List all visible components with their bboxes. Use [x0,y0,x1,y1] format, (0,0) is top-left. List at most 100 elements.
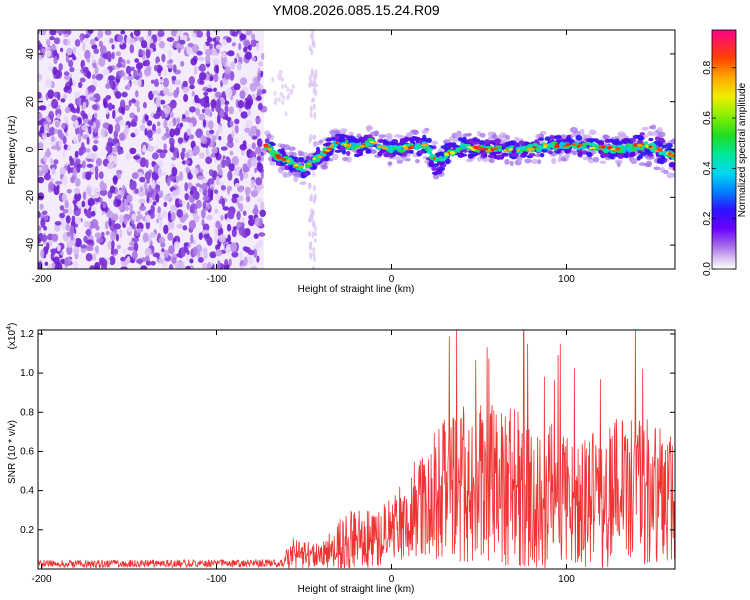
snr-ytick-label: 1.0 [20,368,34,379]
noise-blob [147,145,155,152]
noise-blob [180,152,186,157]
noise-blob [38,91,42,99]
noise-blob [179,39,186,45]
noise-streak-blob [312,103,316,110]
ridge-core-blob [312,159,317,163]
snr-xtick-label: -100 [206,574,226,585]
noise-blob [178,264,186,269]
noise-blob [198,232,203,240]
noise-blob [136,62,144,70]
ridge-body-blob [622,137,630,144]
noise-blob [224,66,231,75]
noise-blob [216,98,221,108]
noise-blob [109,185,116,194]
snr-multiplier: (x104) [6,323,18,350]
noise-speck [284,111,288,117]
noise-blob [73,136,77,144]
noise-blob [120,266,128,269]
noise-blob [208,169,214,177]
ridge-halo-blob [645,155,653,160]
noise-blob [208,187,211,196]
ridge-core-blob [520,148,525,152]
snr-ytick-label: 0.8 [20,407,34,418]
noise-blob [49,126,56,136]
noise-blob [53,37,61,45]
noise-blob [142,232,149,243]
noise-blob [200,135,206,144]
ridge-peak-blob [345,144,351,147]
ridge-core-blob [591,142,596,147]
noise-blob [111,51,115,60]
noise-blob [66,231,71,237]
noise-blob [77,133,82,143]
noise-blob [138,48,143,57]
ridge-body-blob [444,143,449,147]
noise-blob [126,59,131,65]
ridge-body-blob [431,166,437,171]
colorbar-tick-label: 0.6 [702,111,713,125]
ridge-halo-blob [518,157,523,162]
noise-blob [247,44,252,51]
ridge-body-blob [428,160,435,166]
noise-blob [159,220,163,231]
ridge-halo-blob [648,125,654,129]
noise-blob [151,179,156,189]
noise-blob [107,137,113,144]
ridge-core-blob [439,155,443,159]
noise-blob [248,218,255,227]
noise-blob [166,92,174,97]
noise-blob [226,223,232,232]
noise-blob [98,57,106,67]
ridge-halo-blob [572,150,577,156]
ridge-peak-blob [293,164,299,167]
noise-blob [55,180,63,185]
ridge-body-blob [358,136,364,142]
noise-blob [40,218,46,228]
ridge-body-blob [322,143,328,147]
noise-blob [109,255,116,266]
noise-blob [162,209,167,218]
noise-blob [215,193,221,201]
ridge-halo-blob [396,159,403,164]
ridge-body-blob [544,136,551,141]
ridge-body-blob [597,140,605,147]
noise-blob [129,203,133,212]
noise-blob [50,136,56,142]
noise-blob [201,219,205,227]
noise-blob [59,205,65,211]
noise-blob [104,30,112,36]
noise-blob [116,198,122,207]
noise-blob [209,129,215,135]
noise-blob [117,34,124,43]
ridge-body-blob [600,152,606,158]
noise-blob [184,110,190,117]
noise-blob [152,123,156,132]
ridge-peak-blob [369,140,374,144]
noise-blob [145,159,149,169]
noise-blob [104,220,109,230]
ridge-peak-blob [381,146,388,150]
noise-blob [82,101,87,108]
ridge-halo-blob [378,134,387,139]
noise-blob [251,142,256,150]
noise-blob [129,112,136,119]
ridge-body-blob [380,149,386,154]
noise-speck [273,90,277,96]
noise-blob [63,38,68,46]
noise-blob [231,251,239,258]
noise-blob [88,96,97,101]
noise-blob [40,47,45,58]
ridge-core-blob [581,142,587,146]
noise-blob [255,177,263,186]
noise-blob [255,129,261,138]
noise-blob [237,100,245,109]
ridge-peak-blob [407,146,413,150]
noise-blob [184,193,189,201]
spectrogram-ytick-label: 0 [25,146,36,152]
noise-blob [134,75,140,81]
spectrogram-xtick-label: -200 [31,274,51,285]
noise-blob [139,157,147,168]
noise-blob [158,41,165,49]
noise-blob [220,214,224,221]
noise-blob [235,165,241,172]
